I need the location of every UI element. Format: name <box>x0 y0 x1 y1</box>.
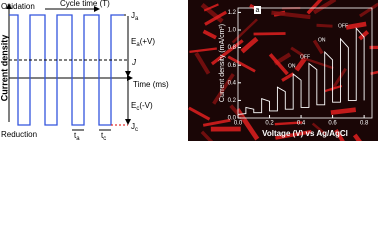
crystal <box>204 10 228 26</box>
ta-label: ta <box>74 131 80 141</box>
reduction: Reduction <box>1 130 37 139</box>
y-tick-label: 1.0 <box>228 28 237 34</box>
crystal <box>200 130 216 141</box>
data-line <box>237 27 365 115</box>
crystal <box>274 121 303 126</box>
annotation: ON <box>318 37 326 43</box>
y-label: Current density <box>0 35 9 102</box>
crystals <box>188 0 378 141</box>
y-axis-label: Current density (mA/cm²) <box>219 24 226 102</box>
crystal <box>240 36 259 54</box>
crystal <box>306 0 325 15</box>
crystal <box>301 56 334 70</box>
crystal <box>312 0 337 15</box>
crystal <box>271 10 311 20</box>
pulse-wave <box>9 14 124 126</box>
crystal <box>212 73 235 105</box>
x-axis-label: Voltage (V) vs Ag/AgCl <box>262 129 348 138</box>
annotation: ON <box>288 63 296 69</box>
ec-label: Ec(-V) <box>131 101 153 111</box>
crystal <box>188 106 211 121</box>
crystal <box>290 46 305 58</box>
crystal <box>316 23 333 28</box>
crystal <box>359 2 378 18</box>
crystal <box>203 3 219 12</box>
figure: Oxidation Reduction Current density Cycl… <box>0 0 378 141</box>
y-tick-label: 0.2 <box>228 98 237 104</box>
time-label: Time (ms) <box>133 80 169 89</box>
ea-label: Ea(+V) <box>131 37 155 47</box>
crystal <box>275 129 312 140</box>
crystal <box>210 39 244 66</box>
jc-label: Jc <box>131 122 138 132</box>
plot-frame <box>237 7 373 119</box>
x-tick-label: 0.4 <box>297 121 306 127</box>
y-tick-label: 1.2 <box>228 10 237 16</box>
cycle-label: Cycle time (T) <box>60 0 110 8</box>
inset-chart: 0.0 0.2 0.4 0.6 0.8 1.0 1.2 0.0 0.2 0.4 0.6 0.8 Volt… <box>219 6 373 138</box>
y-tick-label: 0.4 <box>228 80 237 86</box>
crystal <box>334 128 352 141</box>
crystal <box>268 53 289 76</box>
crystal <box>324 84 343 93</box>
x-tick-label: 0.6 <box>328 121 337 127</box>
annotation: OFF <box>300 54 310 60</box>
crystal <box>210 126 241 132</box>
x-tick-label: 0.2 <box>265 121 274 127</box>
crystal <box>189 47 217 53</box>
oxidation: Oxidation <box>1 2 35 11</box>
x-tick-label: 0.8 <box>360 121 369 127</box>
ja-label: Ja <box>131 11 139 21</box>
tc-label: tc <box>101 131 106 141</box>
crystal <box>227 55 256 73</box>
y-tick-label: 0.0 <box>228 116 237 122</box>
crystal <box>330 67 347 92</box>
annotation: OFF <box>338 23 348 29</box>
crystal <box>202 118 231 127</box>
crystal <box>194 52 211 75</box>
crystal <box>369 45 378 50</box>
panel-label-box <box>254 6 261 14</box>
crystal <box>352 133 370 141</box>
crystal <box>294 56 308 72</box>
crystal <box>229 104 245 122</box>
j-label: J <box>131 58 137 67</box>
crystal <box>311 122 327 136</box>
crystal <box>330 107 357 115</box>
crystal <box>202 29 217 40</box>
x-tick-label: 0.0 <box>234 121 243 127</box>
crystal <box>358 30 370 41</box>
y-tick-label: 0.6 <box>228 63 237 69</box>
y-tick-label: 0.8 <box>228 45 237 51</box>
crystal <box>370 69 378 76</box>
crystal <box>281 72 295 82</box>
left-panel <box>0 0 186 141</box>
crystal <box>312 39 324 55</box>
page: Oxidation Reduction Current density Cycl… <box>0 0 378 141</box>
crystal <box>253 32 286 36</box>
crystal <box>345 21 367 30</box>
panel-label: a <box>256 7 260 14</box>
